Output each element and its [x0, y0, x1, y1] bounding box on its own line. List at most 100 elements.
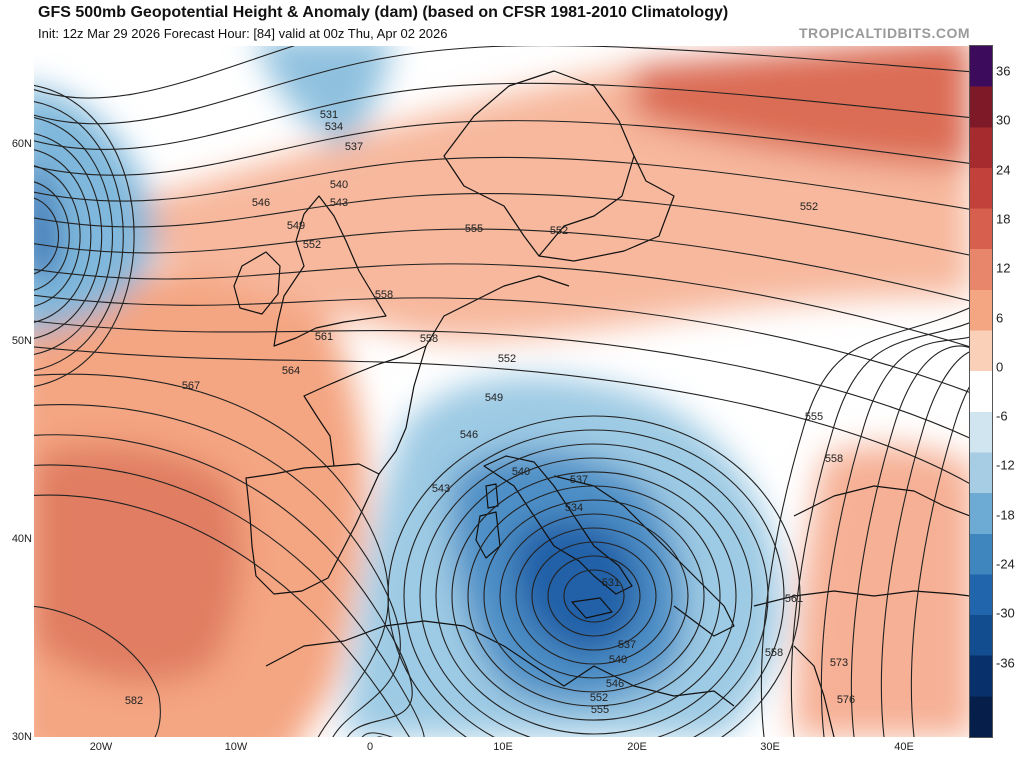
height-contour: [435, 457, 753, 735]
map-title: GFS 500mb Geopotential Height & Anomaly …: [38, 4, 729, 21]
cold-anomaly-atlantic: [34, 87, 156, 334]
warm-anomaly-northeast: [634, 46, 970, 166]
height-contour: [499, 513, 689, 679]
height-contour: [467, 485, 721, 707]
contour-label: 531: [602, 577, 620, 589]
height-contour: [34, 149, 92, 323]
italy-coast: [483, 455, 633, 595]
contour-label: 534: [325, 121, 343, 133]
contour-label: 540: [512, 466, 530, 478]
contour-label: 567: [182, 380, 200, 392]
height-contour: [547, 555, 641, 637]
coastlines: [233, 70, 970, 737]
height-contour: [34, 263, 970, 348]
height-contour: [531, 541, 657, 651]
anomaly-shading: [34, 46, 970, 737]
height-contour: [34, 82, 970, 150]
height-contour: [34, 228, 970, 302]
warm-anomaly-west-core: [34, 445, 243, 684]
height-contour: [34, 181, 70, 291]
height-contour: [515, 527, 673, 665]
height-contour: [34, 165, 81, 307]
colorbar-label: 30: [996, 112, 1011, 128]
contour-label: 552: [800, 201, 818, 213]
contour-label: 558: [375, 289, 393, 301]
colorbar-label: -6: [996, 408, 1008, 424]
colorbar-label: -30: [996, 605, 1015, 621]
contour-label: 552: [550, 225, 568, 237]
colorbar-label: -18: [996, 507, 1015, 523]
longitude-label: 0: [366, 741, 374, 753]
latitude-label: 50N: [11, 335, 32, 347]
height-contour: [563, 569, 625, 623]
height-contour: [34, 464, 425, 737]
colorbar-label: 24: [996, 162, 1011, 178]
header: GFS 500mb Geopotential Height & Anomaly …: [0, 0, 1024, 46]
contour-label: 561: [315, 331, 333, 343]
colorbar-label: -12: [996, 457, 1015, 473]
contour-label: 576: [837, 694, 855, 706]
contour-label: 552: [303, 239, 321, 251]
height-contour: [34, 403, 401, 737]
height-contour: [483, 499, 705, 693]
height-contour: [34, 85, 135, 387]
contour-label: 531: [320, 109, 338, 121]
height-contour: [34, 156, 970, 210]
contour-label: 546: [460, 429, 478, 441]
cold-anomaly-med-core: [514, 518, 640, 656]
contour-label: 561: [785, 593, 803, 605]
blacksea-coast: [793, 485, 970, 517]
height-contour: [34, 46, 970, 125]
height-contour: [34, 133, 103, 339]
corsica-coast: [485, 483, 499, 509]
latitude-label: 30N: [11, 731, 32, 743]
colorbar-label: 0: [996, 359, 1004, 375]
contour-label: 555: [465, 223, 483, 235]
contour-label: 555: [591, 704, 609, 716]
longitude-label: 20W: [89, 741, 113, 753]
height-contour: [34, 494, 410, 737]
longitude-label: 10W: [224, 741, 248, 753]
height-contour: [820, 336, 970, 737]
baltic-coast: [538, 155, 675, 262]
contour-label: 552: [498, 353, 516, 365]
turkey-coast: [753, 590, 970, 607]
contour-label: 558: [420, 333, 438, 345]
contour-label: 537: [618, 639, 636, 651]
height-contour: [34, 46, 296, 99]
height-contour: [34, 120, 970, 176]
contour-label: 564: [282, 365, 300, 377]
warm-anomaly-east: [794, 445, 970, 737]
height-contour: [34, 605, 161, 737]
colorbar: [969, 45, 993, 738]
height-contour: [34, 320, 970, 439]
africa-coast: [265, 620, 735, 707]
contour-label: 549: [287, 220, 305, 232]
latitude-label: 60N: [11, 138, 32, 150]
map-subtitle: Init: 12z Mar 29 2026 Forecast Hour: [84…: [38, 26, 448, 41]
colorbar-label: -36: [996, 655, 1015, 671]
height-contour: [451, 471, 737, 721]
longitude-label: 20E: [627, 741, 647, 753]
contour-label: 540: [330, 179, 348, 191]
france-coast: [303, 345, 427, 475]
contour-label: 582: [125, 695, 143, 707]
longitude-label: 10E: [493, 741, 513, 753]
cold-anomaly-north: [257, 46, 392, 146]
contour-label: 540: [609, 654, 627, 666]
contour-label: 537: [345, 141, 363, 153]
continent-north-coast: [425, 275, 570, 347]
contour-label: 573: [830, 657, 848, 669]
colorbar-label: 6: [996, 310, 1004, 325]
contour-label: 558: [825, 453, 843, 465]
sicily-coast: [571, 597, 613, 619]
height-contour: [910, 384, 970, 737]
height-contour: [34, 101, 124, 371]
height-contours: [34, 46, 970, 737]
height-contour: [34, 346, 970, 485]
britain-coast: [273, 195, 387, 347]
contour-label: 546: [252, 197, 270, 209]
latitude-label: 40N: [11, 533, 32, 545]
height-contour: [880, 351, 970, 737]
contour-label: 552: [590, 692, 608, 704]
